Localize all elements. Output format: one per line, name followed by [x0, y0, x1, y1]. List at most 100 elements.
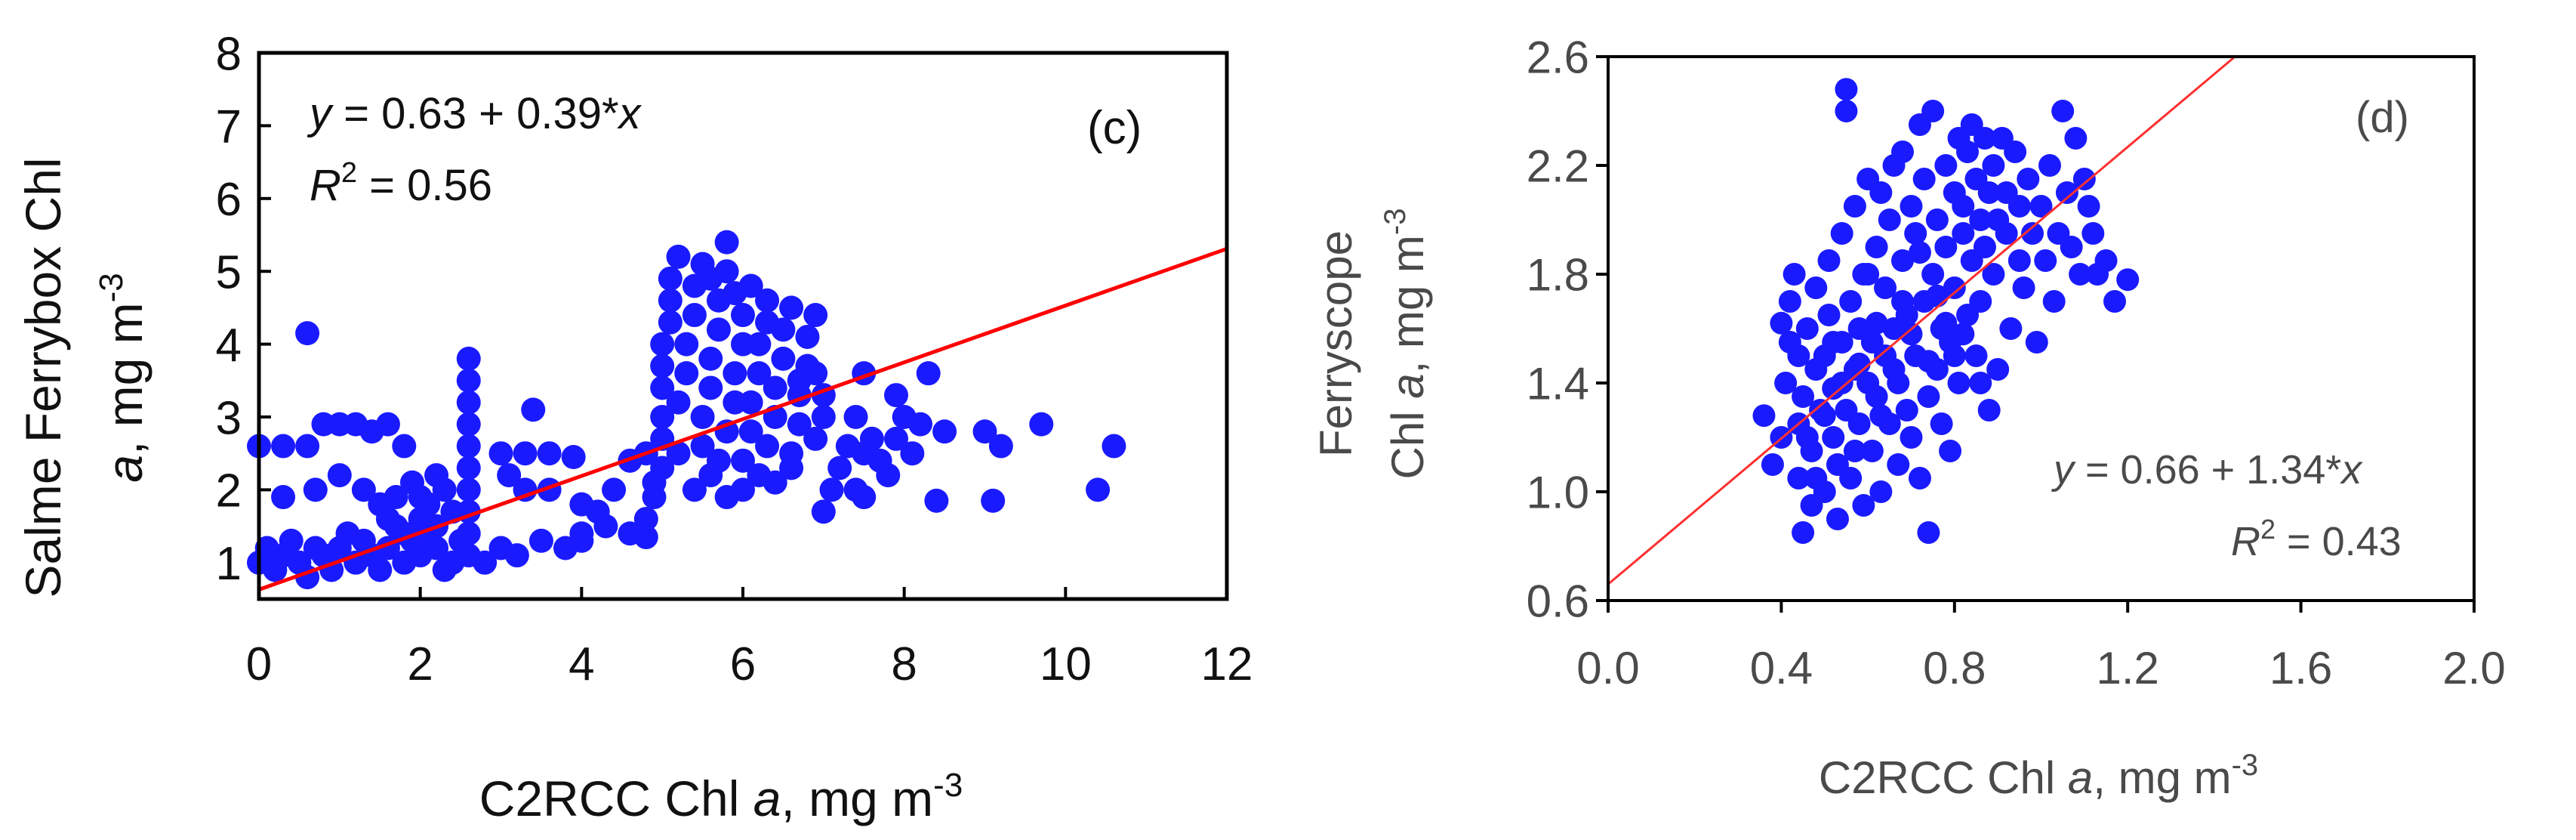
- y-axis-title-line2: a, mg m-3: [93, 273, 153, 483]
- equation-body: = 0.66 + 1.34*: [2074, 447, 2341, 493]
- scatter-point: [1973, 127, 1996, 150]
- scatter-point: [295, 434, 320, 459]
- scatter-point: [723, 361, 747, 386]
- scatter-point: [1943, 276, 1966, 299]
- scatter-point: [633, 525, 658, 550]
- scatter-point: [1999, 317, 2023, 340]
- scatter-point: [1995, 222, 2018, 245]
- scatter-point: [972, 419, 997, 444]
- scatter-point: [1921, 100, 1945, 122]
- scatter-point: [1826, 508, 1849, 530]
- scatter-point: [1102, 434, 1126, 459]
- scatter-point: [1835, 100, 1858, 122]
- x-axis-title-italic-a: a: [753, 771, 781, 826]
- scatter-point: [1029, 412, 1054, 437]
- scatter-point: [698, 375, 723, 400]
- equation-c: y = 0.63 + 0.39*x: [307, 89, 642, 138]
- scatter-point: [1900, 195, 1923, 218]
- scatter-point: [384, 485, 408, 510]
- scatter-point: [513, 477, 538, 502]
- scatter-point: [1865, 385, 1888, 408]
- scatter-point: [1843, 440, 1866, 462]
- panel-label-c: (c): [1087, 102, 1142, 154]
- scatter-point: [2064, 127, 2088, 150]
- scatter-point: [658, 288, 683, 313]
- r-symbol: R: [2231, 519, 2260, 564]
- scatter-point: [593, 514, 618, 539]
- scatter-point: [1817, 304, 1841, 326]
- fit-line-c: [258, 246, 1228, 591]
- scatter-point: [1792, 521, 1815, 544]
- scatter-point: [706, 448, 731, 473]
- scatter-point: [1839, 290, 1863, 313]
- scatter-point: [1900, 426, 1923, 449]
- scatter-point: [843, 405, 868, 429]
- x-tick-label: 0.4: [1750, 643, 1813, 693]
- x-axis-title-sup: -3: [2232, 749, 2259, 782]
- scatter-point: [682, 303, 707, 328]
- scatter-point: [1860, 440, 1884, 462]
- scatter-point: [883, 383, 908, 408]
- x-tick-label: 2.0: [2442, 643, 2505, 693]
- scatter-point: [811, 405, 836, 429]
- scatter-point: [900, 441, 925, 466]
- scatter-point: [1795, 317, 1819, 340]
- scatter-point: [666, 244, 691, 269]
- scatter-point: [1817, 249, 1841, 272]
- scatter-point: [731, 448, 755, 473]
- x-tick-label: 1.2: [2096, 643, 2158, 693]
- scatter-point: [521, 397, 546, 422]
- y-axis-title-c: Salme Ferrybox Chl: [15, 157, 71, 598]
- scatter-point: [456, 477, 481, 502]
- x-tick-label: 4: [569, 638, 594, 690]
- y-axis-title-line1: Salme Ferrybox Chl: [15, 157, 71, 598]
- scatter-point: [2060, 236, 2083, 258]
- scatter-point: [375, 412, 400, 437]
- y-tick-label: 8: [216, 28, 242, 80]
- scatter-point: [1890, 290, 1914, 313]
- scatter-point: [988, 434, 1013, 459]
- equation-d: y = 0.66 + 1.34*x: [2051, 447, 2363, 493]
- scatter-point: [408, 485, 433, 510]
- y-axis-title-line2: Chl a, mg m-3: [1379, 208, 1433, 480]
- scatter-point: [747, 332, 772, 357]
- scatter-point: [690, 434, 715, 459]
- y-axis-title-sup: -3: [1379, 208, 1412, 236]
- chart-panel-d: Ferryscope Chl a, mg m-3 C2RCC Chl a, mg…: [1311, 32, 2506, 803]
- y-axis-title-line1: Ferryscope: [1311, 230, 1361, 457]
- scatter-point: [706, 317, 731, 342]
- scatter-point: [698, 266, 723, 291]
- x-tick-label: 0: [246, 638, 272, 690]
- scatter-point: [883, 426, 908, 451]
- x-axis-title-text: C2RCC Chl: [1819, 752, 2068, 803]
- x-tick-label: 0.0: [1576, 643, 1639, 693]
- scatter-point: [714, 230, 739, 255]
- equation-y: y: [2051, 447, 2076, 493]
- scatter-point: [723, 281, 747, 306]
- y-tick-label: 4: [216, 320, 242, 372]
- scatter-point: [368, 557, 393, 582]
- scatter-point: [1912, 168, 1936, 190]
- scatter-point: [981, 488, 1006, 513]
- scatter-point: [1783, 263, 1806, 286]
- r-sup: 2: [341, 157, 357, 189]
- scatter-point: [2007, 249, 2031, 272]
- scatter-point: [2081, 222, 2105, 245]
- y-tick-label: 1.8: [1527, 250, 1589, 301]
- scatter-point: [1887, 453, 1910, 476]
- scatter-point: [1939, 440, 1962, 462]
- scatter-point: [1774, 372, 1798, 394]
- scatter-point: [771, 317, 796, 342]
- scatter-point: [1943, 344, 1966, 367]
- scatter-point: [1973, 236, 1996, 258]
- scatter-point: [787, 412, 812, 437]
- scatter-point: [1925, 208, 1949, 231]
- scatter-point: [763, 470, 787, 495]
- y-tick-label: 3: [216, 392, 242, 444]
- scatter-point: [473, 550, 498, 575]
- scatter-point: [327, 463, 352, 488]
- scatter-point: [1934, 236, 1958, 258]
- y-axis-title-sup: -3: [93, 273, 130, 302]
- r-squared-d: R2 = 0.43: [2231, 514, 2402, 564]
- scatter-point: [1947, 372, 1971, 394]
